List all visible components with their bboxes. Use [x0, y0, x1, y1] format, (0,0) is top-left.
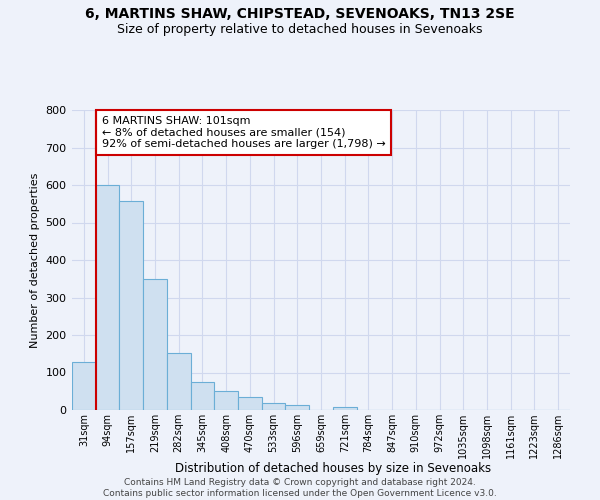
Bar	[96, 185, 119, 410]
Text: Contains HM Land Registry data © Crown copyright and database right 2024.
Contai: Contains HM Land Registry data © Crown c…	[103, 478, 497, 498]
Text: Distribution of detached houses by size in Sevenoaks: Distribution of detached houses by size …	[175, 462, 491, 475]
Bar	[167, 354, 191, 410]
Bar	[119, 200, 143, 410]
Bar	[286, 405, 309, 410]
Bar	[191, 382, 214, 410]
Bar	[72, 362, 96, 410]
Bar	[238, 397, 262, 410]
Bar	[214, 391, 238, 410]
Bar	[333, 407, 356, 410]
Bar	[143, 279, 167, 410]
Y-axis label: Number of detached properties: Number of detached properties	[30, 172, 40, 348]
Bar	[262, 403, 286, 410]
Text: 6, MARTINS SHAW, CHIPSTEAD, SEVENOAKS, TN13 2SE: 6, MARTINS SHAW, CHIPSTEAD, SEVENOAKS, T…	[85, 8, 515, 22]
Text: Size of property relative to detached houses in Sevenoaks: Size of property relative to detached ho…	[117, 22, 483, 36]
Text: 6 MARTINS SHAW: 101sqm
← 8% of detached houses are smaller (154)
92% of semi-det: 6 MARTINS SHAW: 101sqm ← 8% of detached …	[102, 116, 386, 149]
